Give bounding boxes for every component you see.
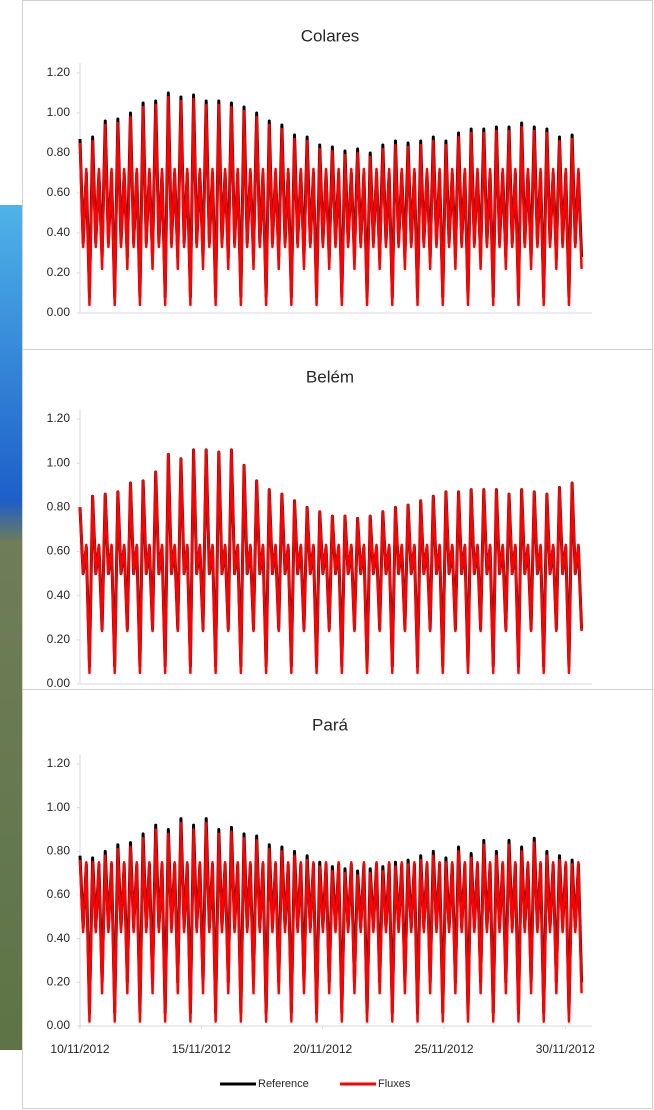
y-tick-label: 1.00 bbox=[47, 800, 71, 814]
x-tick-label: 20/11/2012 bbox=[293, 1042, 352, 1056]
x-tick-label: 25/11/2012 bbox=[414, 1042, 473, 1056]
y-tick-label: 0.80 bbox=[47, 500, 71, 514]
figure: Colares 0.00 0.20 0.40 0.60 0.80 1.00 1.20 Belém… bbox=[0, 0, 654, 1110]
y-tick-label: 0.20 bbox=[47, 265, 71, 279]
page: {"chart_data": [ {"type": "line", "title… bbox=[0, 0, 654, 1110]
y-tick-label: 0.60 bbox=[47, 887, 71, 901]
y-tick-label: 0.40 bbox=[47, 588, 71, 602]
y-tick-label: 0.20 bbox=[47, 632, 71, 646]
y-tick-label: 1.00 bbox=[47, 105, 71, 119]
y-tick-label: 0.80 bbox=[47, 145, 71, 159]
y-tick-label: 1.20 bbox=[47, 411, 71, 425]
y-tick-label: 0.40 bbox=[47, 931, 71, 945]
chart-title: Colares bbox=[301, 26, 360, 45]
x-tick-label: 30/11/2012 bbox=[536, 1042, 595, 1056]
y-tick-label: 0.00 bbox=[47, 676, 71, 690]
y-tick-label: 0.20 bbox=[47, 975, 71, 989]
y-tick-label: 1.20 bbox=[47, 756, 71, 770]
y-tick-label: 1.20 bbox=[47, 65, 71, 79]
chart-title: Pará bbox=[312, 715, 348, 734]
legend-label: Reference bbox=[258, 1078, 309, 1090]
y-tick-label: 0.60 bbox=[47, 544, 71, 558]
x-tick-label: 10/11/2012 bbox=[50, 1042, 109, 1056]
y-tick-label: 0.00 bbox=[47, 305, 71, 319]
y-tick-label: 1.00 bbox=[47, 455, 71, 469]
background-map bbox=[0, 205, 22, 1050]
chart-title: Belém bbox=[306, 367, 354, 386]
y-tick-label: 0.40 bbox=[47, 225, 71, 239]
legend-label: Fluxes bbox=[378, 1078, 411, 1090]
y-tick-label: 0.00 bbox=[47, 1018, 71, 1032]
y-tick-label: 0.60 bbox=[47, 185, 71, 199]
x-tick-label: 15/11/2012 bbox=[172, 1042, 231, 1056]
y-tick-label: 0.80 bbox=[47, 844, 71, 858]
